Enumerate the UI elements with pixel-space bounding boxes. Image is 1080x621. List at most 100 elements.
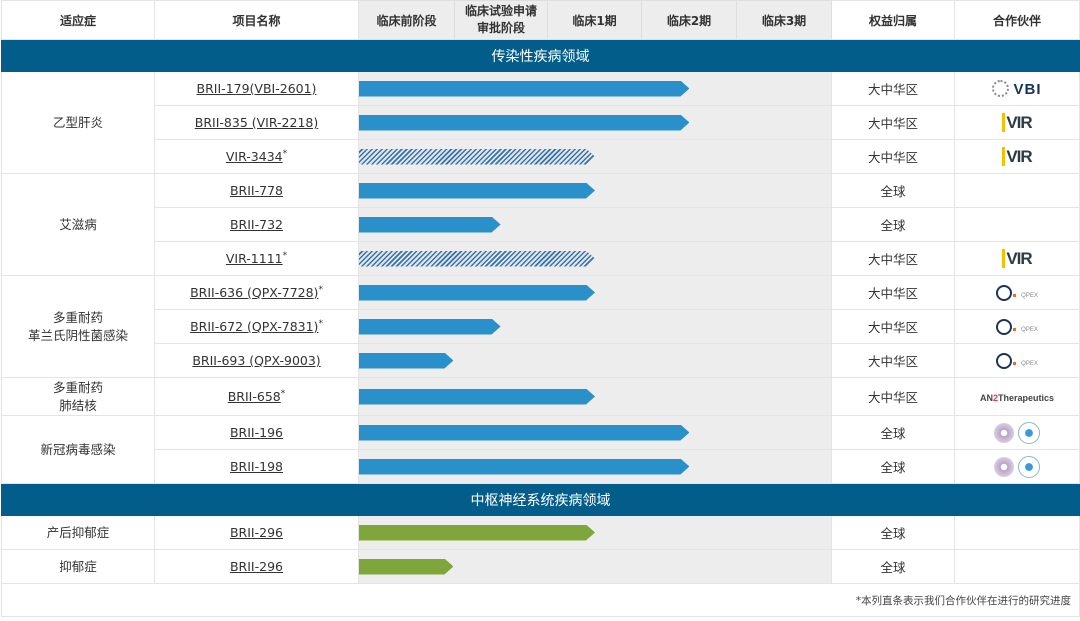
rights-cell: 大中华区 [831, 309, 955, 344]
rights-cell: 大中华区 [831, 139, 955, 174]
progress-cell [358, 241, 832, 276]
project-link[interactable]: BRII-179(VBI-2601) [196, 81, 317, 97]
progress-cell [358, 309, 832, 344]
pipeline-row: BRII-672 (QPX-7831)* 大中华区 QPEX [2, 309, 1080, 344]
rights-cell: 全球 [831, 207, 955, 242]
progress-bar [359, 425, 689, 441]
indication-cell: 新冠病毒感染 [1, 415, 155, 484]
progress-bar [359, 525, 595, 541]
project-cell: BRII-636 (QPX-7728)* [154, 275, 359, 310]
rights-cell: 大中华区 [831, 343, 955, 378]
section-band: 中枢神经系统疾病领域 [1, 483, 1080, 516]
partner-cell [954, 449, 1080, 484]
pipeline-row: 多重耐药 革兰氏阴性菌感染 BRII-636 (QPX-7728)* 大中华区 QPE… [1, 275, 1080, 378]
project-link[interactable]: BRII-658 [227, 389, 281, 405]
project-link[interactable]: BRII-296 [229, 525, 283, 541]
pipeline-row: 乙型肝炎 BRII-179(VBI-2601) 大中华区 VBI [1, 71, 1080, 174]
progress-cell [358, 415, 832, 450]
project-link[interactable]: BRII-835 (VIR-2218) [194, 115, 319, 131]
project-link[interactable]: VIR-1111 [225, 251, 283, 267]
header-partner: 合作伙伴 [954, 0, 1080, 40]
vir-logo: VIR [1002, 248, 1033, 268]
project-cell: BRII-732 [154, 207, 359, 242]
rights-cell: 全球 [831, 173, 955, 208]
rights-cell: 全球 [831, 415, 955, 450]
partner-cell [954, 415, 1080, 450]
partner-cell: AN2Therapeutics [954, 377, 1080, 416]
pipeline-row: 抑郁症 BRII-296 全球 [1, 549, 1080, 584]
partner-cell: VIR [954, 241, 1080, 276]
pipeline-row: 新冠病毒感染 BRII-196 全球 [1, 415, 1080, 484]
partner-cell: QPEX [954, 275, 1080, 310]
progress-cell [358, 275, 832, 310]
progress-bar [359, 183, 595, 199]
rights-cell: 全球 [831, 549, 955, 584]
progress-cell [358, 549, 832, 584]
project-link[interactable]: BRII-636 (QPX-7728) [190, 285, 319, 301]
header-indication: 适应症 [1, 0, 155, 40]
header-phase1: 临床1期 [547, 0, 642, 40]
partner-asterisk: * [282, 250, 288, 261]
pipeline-row: BRII-835 (VIR-2218) 大中华区 VIR [2, 105, 1080, 140]
project-link[interactable]: BRII-196 [229, 425, 283, 441]
indication-cell: 产后抑郁症 [1, 515, 155, 550]
partner-cell: VBI [954, 71, 1080, 106]
indication-cell: 多重耐药 肺结核 [1, 377, 155, 416]
partner-cell [954, 549, 1080, 584]
project-cell: BRII-196 [154, 415, 359, 450]
progress-bar [359, 251, 595, 267]
section-title: 传染性疾病领域 [1, 39, 1080, 72]
rights-cell: 全球 [831, 449, 955, 484]
university-seal-icon [994, 456, 1014, 477]
qpex-logo: QPEX [996, 284, 1038, 301]
progress-cell [358, 139, 832, 174]
progress-bar [359, 459, 689, 475]
progress-cell [358, 173, 832, 208]
project-link[interactable]: BRII-198 [229, 459, 283, 475]
indication-cell: 多重耐药 革兰氏阴性菌感染 [1, 275, 155, 378]
pipeline-row: 艾滋病 BRII-778 全球 [1, 173, 1080, 276]
header-phase3: 临床3期 [736, 0, 832, 40]
progress-bar [359, 389, 595, 405]
project-link[interactable]: BRII-732 [229, 217, 283, 233]
pipeline-row: 产后抑郁症 BRII-296 全球 [1, 515, 1080, 550]
project-link[interactable]: BRII-778 [229, 183, 283, 199]
progress-cell [358, 105, 832, 140]
progress-bar [359, 319, 501, 335]
an2-logo: AN2Therapeutics [979, 393, 1055, 403]
header-preclinical: 临床前阶段 [358, 0, 455, 40]
rights-cell: 大中华区 [831, 275, 955, 310]
progress-cell [358, 71, 832, 106]
project-link[interactable]: BRII-693 (QPX-9003) [192, 353, 321, 369]
project-cell: BRII-296 [154, 549, 359, 584]
pipeline-row: BRII-198 全球 [2, 449, 1080, 484]
project-link[interactable]: VIR-3434 [225, 149, 283, 165]
partner-cell [954, 173, 1080, 208]
rights-cell: 全球 [831, 515, 955, 550]
partner-asterisk: * [282, 148, 288, 159]
partner-cell [954, 515, 1080, 550]
project-link[interactable]: BRII-672 (QPX-7831) [190, 319, 319, 335]
indication-cell: 乙型肝炎 [1, 71, 155, 174]
progress-bar [359, 149, 595, 165]
progress-bar [359, 81, 689, 97]
progress-cell [358, 449, 832, 484]
partner-cell: QPEX [954, 309, 1080, 344]
project-cell: VIR-3434* [154, 139, 359, 174]
partner-asterisk: * [280, 388, 286, 399]
header-ind: 临床试验申请 审批阶段 [454, 0, 548, 40]
indication-cell: 抑郁症 [1, 549, 155, 584]
project-cell: BRII-672 (QPX-7831)* [154, 309, 359, 344]
project-cell: BRII-179(VBI-2601) [154, 71, 359, 106]
qpex-logo: QPEX [996, 318, 1038, 335]
progress-cell [358, 207, 832, 242]
vir-logo: VIR [1002, 146, 1033, 166]
project-link[interactable]: BRII-296 [229, 559, 283, 575]
progress-bar [359, 353, 453, 369]
partner-cell [954, 207, 1080, 242]
pipeline-row: BRII-693 (QPX-9003) 大中华区 QPEX [2, 343, 1080, 378]
indication-cell: 艾滋病 [1, 173, 155, 276]
section-title: 中枢神经系统疾病领域 [1, 483, 1080, 516]
progress-cell [358, 377, 832, 416]
